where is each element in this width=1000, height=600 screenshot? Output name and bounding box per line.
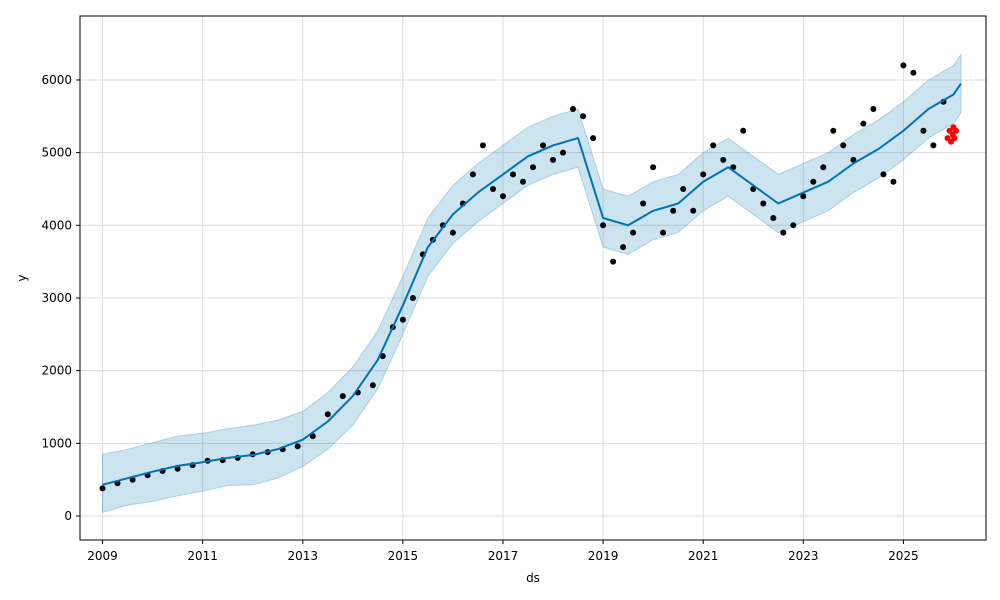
observed-point — [740, 127, 747, 134]
observed-point — [850, 156, 857, 163]
observed-point — [600, 222, 607, 229]
observed-point — [399, 316, 406, 323]
test-points — [944, 124, 959, 145]
x-tick-label: 2021 — [688, 549, 719, 563]
observed-point — [690, 207, 697, 214]
observed-point — [700, 171, 707, 178]
observed-point — [580, 113, 587, 120]
observed-point — [99, 485, 106, 492]
observed-point — [670, 207, 677, 214]
plot-frame — [79, 15, 987, 541]
y-axis-title: y — [15, 274, 29, 281]
observed-point — [490, 186, 496, 192]
observed-point — [900, 62, 907, 69]
observed-point — [630, 229, 637, 236]
observed-point — [570, 106, 576, 112]
test-point — [951, 135, 958, 142]
observed-point — [369, 382, 376, 389]
y-tick-label: 4000 — [41, 218, 72, 232]
y-tick-label: 2000 — [41, 364, 72, 378]
y-tick-label: 6000 — [41, 73, 72, 87]
observed-point — [610, 258, 617, 265]
observed-point — [810, 178, 817, 185]
x-tick-label: 2023 — [788, 549, 819, 563]
observed-point — [870, 106, 877, 112]
observed-point — [294, 443, 301, 450]
observed-point — [640, 200, 647, 207]
observed-point — [540, 142, 546, 149]
observed-point — [780, 229, 787, 236]
observed-point — [890, 178, 897, 185]
observed-point — [479, 142, 486, 149]
test-point — [953, 127, 959, 134]
observed-point — [920, 127, 927, 134]
x-tick-label: 2009 — [87, 549, 118, 563]
grid-lines — [80, 16, 986, 540]
observed-point — [710, 142, 717, 149]
x-tick-label: 2013 — [287, 549, 318, 563]
observed-point — [620, 244, 627, 251]
x-tick-label: 2011 — [187, 549, 218, 563]
observed-point — [770, 215, 777, 221]
y-tick-label: 0 — [64, 509, 72, 523]
observed-point — [530, 164, 536, 171]
forecast-line-path — [102, 83, 962, 486]
observed-point — [550, 156, 556, 163]
observed-point — [590, 135, 597, 142]
observed-point — [520, 178, 526, 185]
observed-point — [174, 465, 181, 472]
uncertainty-band-area — [102, 52, 962, 514]
observed-point — [560, 149, 566, 156]
observed-point — [500, 193, 506, 200]
y-tick-label: 5000 — [41, 146, 72, 160]
y-tick-label: 3000 — [41, 291, 72, 305]
uncertainty-band — [102, 52, 962, 514]
observed-point — [680, 186, 687, 192]
observed-point — [409, 295, 416, 301]
observed-point — [469, 171, 476, 178]
observed-point — [449, 229, 456, 236]
observed-point — [840, 142, 847, 149]
observed-point — [510, 171, 516, 178]
observed-point — [830, 127, 837, 134]
observed-point — [800, 193, 807, 200]
plot-area-background — [80, 16, 986, 540]
observed-point — [930, 142, 937, 149]
y-tick-label: 1000 — [41, 436, 72, 450]
observed-point — [910, 69, 917, 76]
observed-point — [790, 222, 797, 229]
x-axis-ticks: 2009 2011 2013 2015 2017 2019 2021 2023 2025 — [87, 540, 919, 563]
observed-point — [720, 156, 727, 163]
x-tick-label: 2015 — [388, 549, 419, 563]
observed-point — [339, 393, 346, 400]
x-tick-label: 2025 — [888, 549, 919, 563]
observed-point — [880, 171, 887, 178]
observed-point — [760, 200, 767, 207]
observed-point — [324, 411, 331, 418]
observed-point — [820, 164, 827, 171]
forecast-line — [102, 83, 962, 486]
observed-point — [379, 353, 386, 360]
observed-point — [860, 120, 867, 127]
x-tick-label: 2017 — [488, 549, 519, 563]
observed-point — [660, 229, 667, 236]
x-tick-label: 2019 — [588, 549, 619, 563]
x-axis-title: ds — [526, 571, 540, 585]
y-axis-ticks: 0 1000 2000 3000 4000 5000 6000 — [41, 73, 80, 523]
observed-point — [650, 164, 657, 171]
